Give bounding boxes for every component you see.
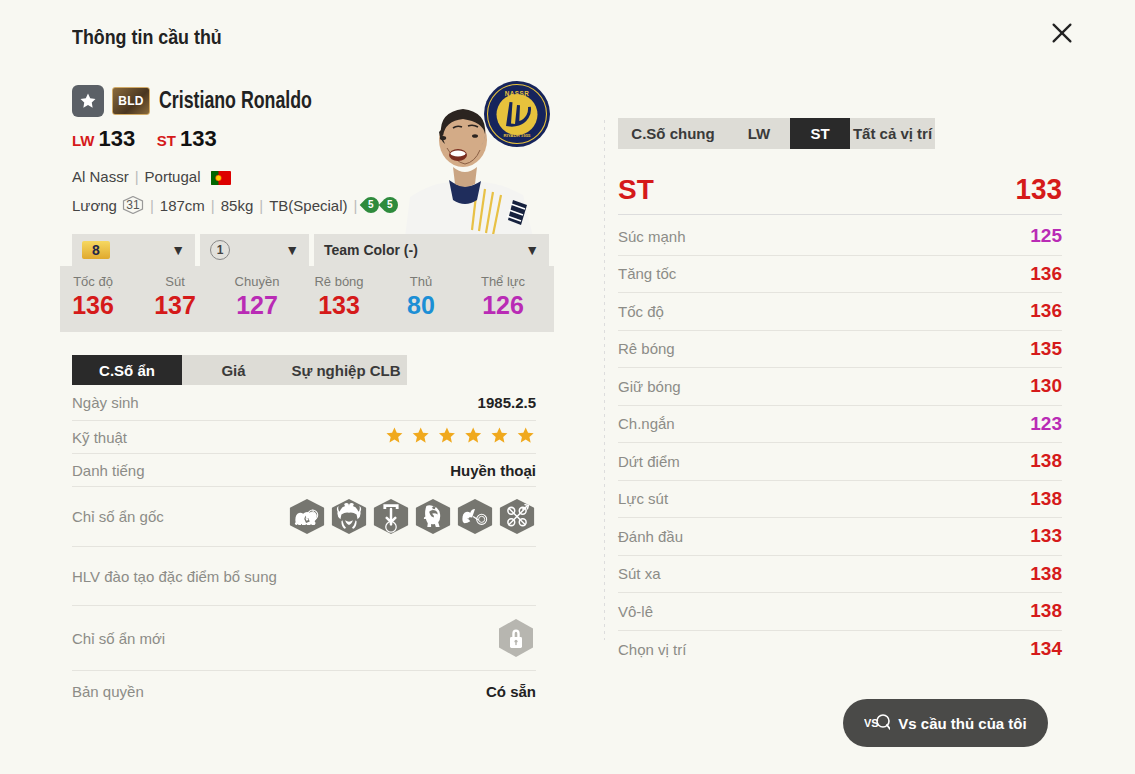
svg-text:VS: VS (864, 717, 879, 729)
